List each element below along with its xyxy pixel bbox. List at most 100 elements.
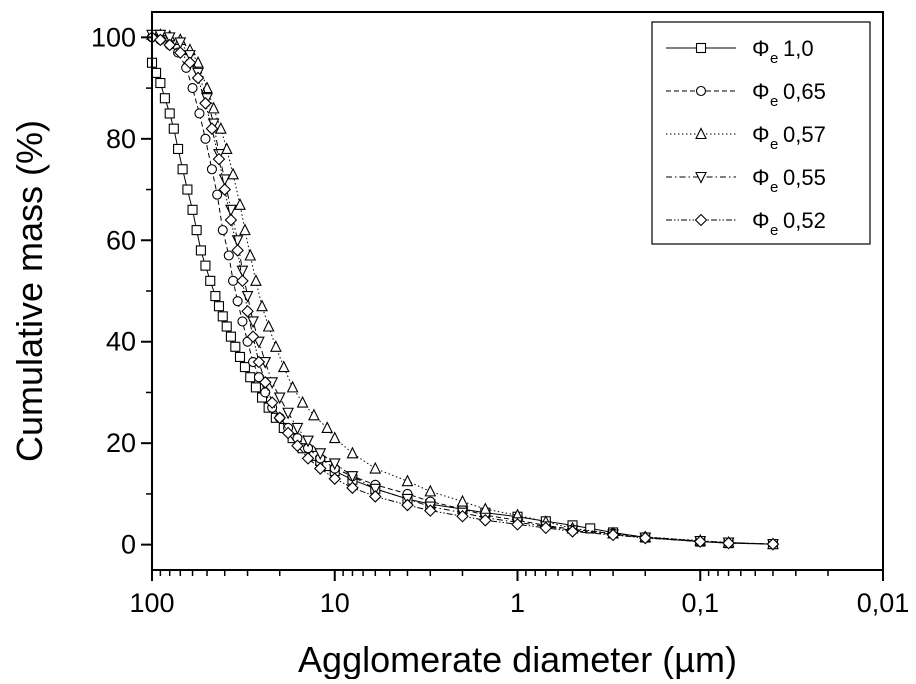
legend-marker: [695, 85, 707, 97]
data-point: [296, 395, 309, 408]
data-point: [282, 407, 294, 420]
x-tick-label: 100: [129, 588, 174, 618]
data-point: [424, 484, 437, 497]
legend-subscript: e: [770, 222, 778, 239]
data-point: [159, 93, 170, 104]
data-point: [766, 537, 780, 551]
data-point: [277, 360, 290, 373]
legend-symbol: Φ: [752, 79, 770, 104]
data-point: [511, 518, 524, 531]
legend-symbol: Φ: [752, 122, 770, 147]
data-point: [205, 275, 216, 286]
data-point: [606, 528, 620, 542]
data-point: [199, 97, 212, 110]
legend-label: 0,65: [783, 79, 826, 104]
data-point: [286, 380, 299, 393]
y-axis-title: Cumulative mass (%): [9, 120, 50, 462]
data-point: [253, 372, 264, 383]
data-point: [321, 421, 334, 434]
data-point: [200, 260, 211, 271]
legend-label: 0,52: [783, 208, 826, 233]
legend-label: 0,55: [783, 165, 826, 190]
data-point: [173, 143, 184, 155]
data-point: [236, 265, 249, 278]
data-point: [456, 509, 469, 523]
data-point: [401, 498, 414, 512]
data-point: [154, 33, 167, 47]
data-point: [302, 435, 314, 448]
y-tick-label: 80: [106, 124, 136, 154]
data-point: [227, 167, 239, 180]
series-layer: [145, 28, 780, 551]
data-point: [245, 372, 256, 383]
data-point: [218, 183, 232, 196]
x-tick-label: 10: [320, 588, 350, 618]
data-point: [401, 474, 414, 487]
data-point: [328, 472, 342, 485]
data-point: [195, 245, 206, 256]
legend-symbol: Φ: [752, 36, 770, 61]
data-point: [250, 274, 262, 286]
data-point: [187, 83, 198, 94]
data-point: [241, 291, 254, 303]
data-point: [265, 396, 279, 409]
data-point: [328, 458, 341, 471]
data-point: [346, 471, 359, 483]
data-point: [221, 321, 232, 332]
data-point: [183, 56, 197, 70]
data-point: [246, 330, 260, 343]
data-point: [163, 32, 176, 45]
data-point: [247, 316, 259, 329]
data-point: [213, 301, 225, 312]
data-point: [722, 536, 735, 550]
data-point: [234, 351, 246, 362]
data-point: [212, 152, 226, 166]
data-point: [346, 446, 359, 459]
y-tick-label: 0: [121, 530, 136, 560]
data-point: [262, 319, 275, 332]
data-point: [269, 340, 282, 352]
data-point: [184, 50, 196, 62]
data-point: [308, 408, 320, 421]
x-tick-label: 0,1: [681, 588, 719, 618]
data-point: [230, 341, 241, 352]
data-point: [155, 77, 166, 89]
data-point: [239, 223, 251, 236]
axes-layer: 100 10 1 0,1 0,01 0 20 40 60 80 100: [91, 22, 909, 618]
data-point: [693, 535, 707, 548]
legend-symbol: Φ: [752, 165, 770, 190]
data-point: [231, 244, 244, 257]
data-point: [369, 461, 382, 474]
data-point: [194, 108, 205, 119]
data-point: [191, 71, 205, 85]
data-point: [301, 452, 315, 465]
legend-subscript: e: [770, 179, 778, 196]
data-point: [244, 248, 257, 261]
y-tick-label: 100: [91, 22, 136, 52]
data-point: [314, 448, 327, 461]
data-point: [539, 521, 553, 535]
data-point: [232, 296, 243, 307]
data-point: [258, 376, 272, 389]
data-point: [252, 355, 266, 369]
data-point: [314, 462, 327, 475]
data-point: [456, 494, 469, 507]
legend-label: 1,0: [783, 36, 814, 61]
data-point: [566, 525, 579, 538]
y-tick-label: 60: [106, 225, 136, 255]
data-point: [212, 189, 223, 200]
data-point: [239, 362, 251, 373]
legend-subscript: e: [770, 50, 778, 67]
data-point: [328, 431, 341, 444]
legend-marker: [695, 171, 707, 184]
data-point: [207, 101, 220, 114]
data-point: [177, 164, 188, 175]
data-point: [424, 504, 437, 517]
data-point: [205, 122, 219, 135]
